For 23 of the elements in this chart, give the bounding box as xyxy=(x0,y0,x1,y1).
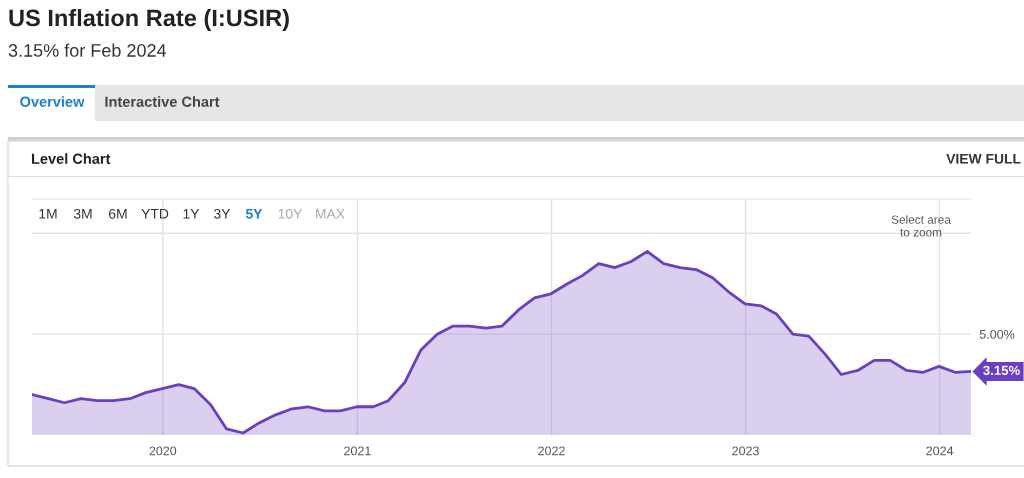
x-tick-label: 2023 xyxy=(732,446,759,456)
annotation: 1Y xyxy=(183,209,200,219)
annotation: Select area to zoom xyxy=(891,215,951,237)
x-tick-label: 2020 xyxy=(149,446,177,456)
y-tick-label: 5.00% xyxy=(979,329,1015,339)
annotation: 3.15% xyxy=(983,365,1020,376)
text: Level Chart xyxy=(31,153,111,164)
x-tick-label: 2022 xyxy=(538,446,565,456)
x-tick-label: 2024 xyxy=(926,446,954,456)
annotation: 3Y xyxy=(214,208,231,219)
text: VIEW FULL xyxy=(946,154,1021,164)
text: Overview xyxy=(20,96,85,107)
x-tick-label: 2021 xyxy=(344,446,371,456)
annotation: 5Y xyxy=(245,209,263,219)
annotation: 6M xyxy=(109,208,127,219)
annotation: 3M xyxy=(73,208,92,219)
chart-subtitle: 3.15% for Feb 2024 xyxy=(8,43,167,57)
text: Interactive Chart xyxy=(105,96,220,107)
annotation: 10Y xyxy=(278,208,303,219)
chart-title: US Inflation Rate (I:USIR) xyxy=(9,9,289,31)
annotation: 1M xyxy=(39,209,57,219)
annotation: MAX xyxy=(316,209,345,219)
annotation: YTD xyxy=(141,209,169,219)
